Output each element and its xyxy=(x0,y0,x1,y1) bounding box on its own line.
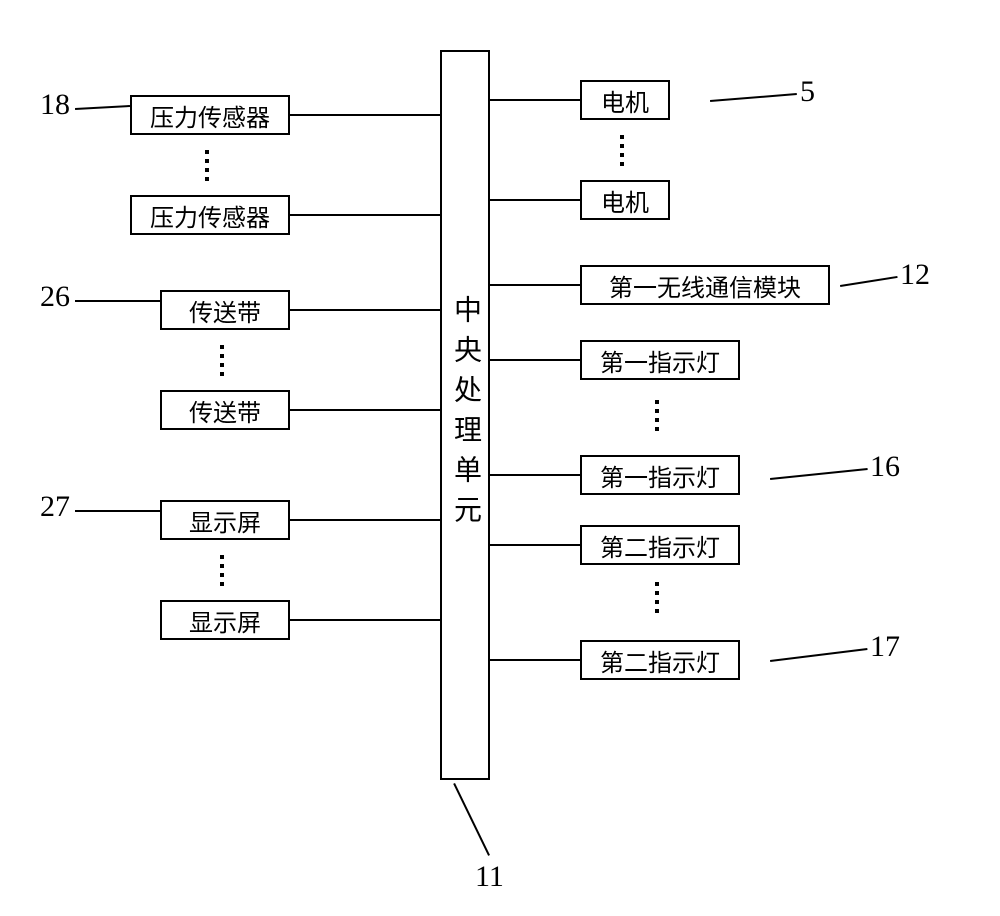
right-callout-1-label: 12 xyxy=(900,258,930,292)
right-g2-n0-box: 第一指示灯 xyxy=(580,340,740,380)
left-g2-n1-label: 显示屏 xyxy=(189,603,261,638)
left-g1-n0-box: 传送带 xyxy=(160,290,290,330)
right-g3-n0-box: 第二指示灯 xyxy=(580,525,740,565)
right-g2-n0-label: 第一指示灯 xyxy=(600,343,720,378)
left-conn-g1-n1 xyxy=(290,409,440,411)
right-conn-g0-n1 xyxy=(490,199,580,201)
right-dots-g3 xyxy=(655,577,659,618)
left-g1-n0-label: 传送带 xyxy=(189,293,261,328)
right-dots-g2 xyxy=(655,395,659,436)
left-callout-line-2 xyxy=(75,510,160,512)
left-conn-g1-n0 xyxy=(290,309,440,311)
central-unit-label: 中央处理单元 xyxy=(451,295,479,535)
bottom-callout-label: 11 xyxy=(475,860,504,894)
right-conn-g2-n0 xyxy=(490,359,580,361)
right-dots-g0 xyxy=(620,130,624,171)
right-conn-g2-n1 xyxy=(490,474,580,476)
left-g1-n1-box: 传送带 xyxy=(160,390,290,430)
right-g2-n1-label: 第一指示灯 xyxy=(600,458,720,493)
right-callout-0-label: 5 xyxy=(800,75,815,109)
right-callout-2-label: 16 xyxy=(870,450,900,484)
right-g0-n0-box: 电机 xyxy=(580,80,670,120)
left-g0-n1-box: 压力传感器 xyxy=(130,195,290,235)
left-callout-0-label: 18 xyxy=(40,88,70,122)
left-conn-g0-n0 xyxy=(290,114,440,116)
right-callout-line-1 xyxy=(840,276,897,287)
right-conn-g3-n0 xyxy=(490,544,580,546)
right-callout-line-3 xyxy=(770,648,867,662)
right-g3-n1-label: 第二指示灯 xyxy=(600,643,720,678)
right-g2-n1-box: 第一指示灯 xyxy=(580,455,740,495)
left-g0-n0-box: 压力传感器 xyxy=(130,95,290,135)
right-g0-n0-label: 电机 xyxy=(601,83,649,118)
right-callout-line-2 xyxy=(770,468,867,480)
left-callout-line-1 xyxy=(75,300,160,302)
right-g3-n0-label: 第二指示灯 xyxy=(600,528,720,563)
right-callout-3-label: 17 xyxy=(870,630,900,664)
left-callout-line-0 xyxy=(75,105,130,110)
left-callout-1-label: 26 xyxy=(40,280,70,314)
left-g0-n1-label: 压力传感器 xyxy=(150,198,270,233)
left-g1-n1-label: 传送带 xyxy=(189,393,261,428)
left-g2-n1-box: 显示屏 xyxy=(160,600,290,640)
left-conn-g2-n0 xyxy=(290,519,440,521)
left-dots-g0 xyxy=(205,145,209,186)
right-conn-g1-n0 xyxy=(490,284,580,286)
right-callout-line-0 xyxy=(710,93,797,102)
right-conn-g0-n0 xyxy=(490,99,580,101)
left-dots-g1 xyxy=(220,340,224,381)
right-g0-n1-label: 电机 xyxy=(601,183,649,218)
right-g1-n0-label: 第一无线通信模块 xyxy=(609,268,801,303)
left-dots-g2 xyxy=(220,550,224,591)
left-g0-n0-label: 压力传感器 xyxy=(150,98,270,133)
left-g2-n0-box: 显示屏 xyxy=(160,500,290,540)
left-conn-g2-n1 xyxy=(290,619,440,621)
left-callout-2-label: 27 xyxy=(40,490,70,524)
central-unit: 中央处理单元 xyxy=(440,50,490,780)
right-g1-n0-box: 第一无线通信模块 xyxy=(580,265,830,305)
bottom-callout-line xyxy=(453,783,490,856)
right-g0-n1-box: 电机 xyxy=(580,180,670,220)
block-diagram: 中央处理单元 压力传感器压力传感器18传送带传送带26显示屏显示屏27电机电机5… xyxy=(0,0,1000,916)
left-conn-g0-n1 xyxy=(290,214,440,216)
left-g2-n0-label: 显示屏 xyxy=(189,503,261,538)
right-conn-g3-n1 xyxy=(490,659,580,661)
right-g3-n1-box: 第二指示灯 xyxy=(580,640,740,680)
